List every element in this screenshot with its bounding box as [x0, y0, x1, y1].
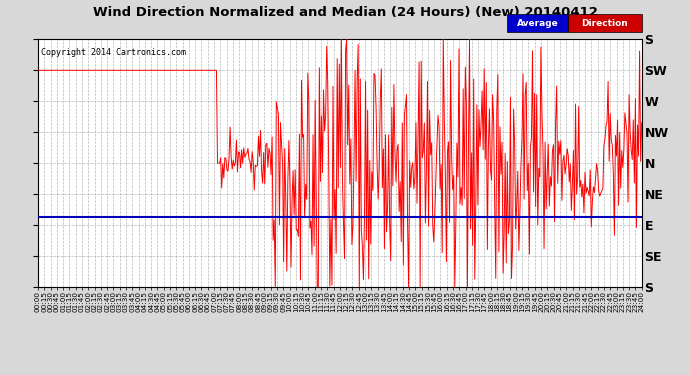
Text: Direction: Direction [581, 19, 628, 28]
Text: Copyright 2014 Cartronics.com: Copyright 2014 Cartronics.com [41, 48, 186, 57]
Text: Wind Direction Normalized and Median (24 Hours) (New) 20140412: Wind Direction Normalized and Median (24… [92, 6, 598, 19]
Text: Average: Average [517, 19, 558, 28]
